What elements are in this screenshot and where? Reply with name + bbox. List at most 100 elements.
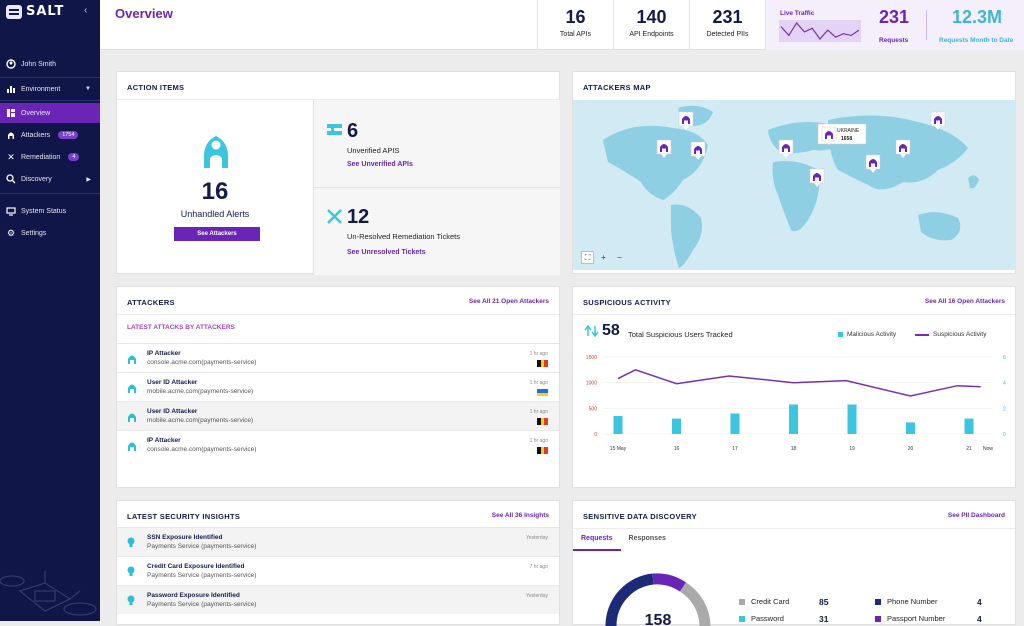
sidebar-item-attackers[interactable]: Attackers 1754 bbox=[0, 125, 100, 145]
insight-row[interactable]: Password Exposure Identified Payments Ser… bbox=[117, 585, 559, 614]
card-title: SENSITIVE DATA DISCOVERY bbox=[583, 512, 697, 521]
malicious-activity-bar[interactable] bbox=[672, 418, 681, 434]
sidebar-item-system-status[interactable]: System Status bbox=[0, 201, 100, 221]
malicious-activity-bar[interactable] bbox=[847, 404, 857, 434]
pii-donut-chart[interactable]: 158 bbox=[603, 571, 713, 626]
logo-text: SALT bbox=[26, 4, 65, 19]
legend-malicious: Malicious Activity bbox=[838, 331, 896, 338]
attacker-map-pin[interactable] bbox=[895, 139, 911, 158]
sidebar-item-label: Remediation bbox=[21, 153, 61, 161]
zoom-out-button[interactable]: − bbox=[617, 253, 622, 262]
sidebar-item-label: System Status bbox=[21, 207, 67, 215]
attacker-map-pin[interactable] bbox=[690, 141, 706, 160]
insight-time: Yesterday bbox=[525, 593, 548, 599]
insight-source: Payments Service (payments-service) bbox=[147, 543, 257, 550]
attacker-row[interactable]: User ID Attacker mobile.acme.com(payments… bbox=[117, 401, 559, 430]
search-icon bbox=[6, 174, 16, 184]
attacker-map-pin[interactable] bbox=[678, 111, 694, 130]
pii-label: Credit Card bbox=[751, 597, 790, 606]
sidebar-item-environment[interactable]: Environment ▼ bbox=[0, 79, 100, 99]
card-title: ATTACKERS bbox=[127, 298, 175, 307]
user-icon bbox=[6, 59, 16, 69]
attacker-source: console.acme.com(payments-service) bbox=[147, 359, 257, 366]
unhandled-alerts-label: Unhandled Alerts bbox=[180, 209, 250, 219]
insight-row[interactable]: Credit Card Exposure Identified Payments … bbox=[117, 556, 559, 585]
see-pii-dashboard-link[interactable]: See PII Dashboard bbox=[947, 512, 1005, 519]
attacker-source: mobile.acme.com(payments-service) bbox=[147, 417, 254, 424]
attacker-map-pin[interactable] bbox=[821, 126, 837, 145]
sensitive-data-card: SENSITIVE DATA DISCOVERY See PII Dashboa… bbox=[572, 500, 1016, 626]
tab-requests[interactable]: Requests bbox=[573, 529, 621, 551]
malicious-activity-bar[interactable] bbox=[906, 422, 915, 434]
legend-swatch bbox=[838, 332, 843, 337]
attacker-row[interactable]: IP Attacker console.acme.com(payments-ser… bbox=[117, 430, 559, 459]
world-map[interactable]: UKRAINE 1658 ⛶ + − bbox=[573, 100, 1016, 270]
attacker-map-pin[interactable] bbox=[778, 139, 794, 158]
security-insights-card: LATEST SECURITY INSIGHTS See All 36 Insi… bbox=[116, 500, 560, 625]
see-all-suspicious-link[interactable]: See All 16 Open Attackers bbox=[924, 298, 1005, 305]
malicious-activity-bar[interactable] bbox=[789, 404, 798, 434]
attacker-source: mobile.acme.com(payments-service) bbox=[147, 388, 254, 395]
suspicious-activity-line[interactable] bbox=[617, 368, 981, 397]
see-all-attackers-link[interactable]: See All 21 Open Attackers bbox=[468, 298, 549, 305]
insight-source: Payments Service (payments-service) bbox=[147, 572, 257, 579]
pii-value: 85 bbox=[819, 597, 829, 607]
sidebar-item-remediation[interactable]: ✕ Remediation 4 bbox=[0, 147, 100, 167]
attacker-row[interactable]: IP Attacker console.acme.com(payments-ser… bbox=[117, 343, 559, 372]
divider bbox=[0, 77, 100, 78]
requests-value: 231 bbox=[879, 7, 910, 27]
stat-total-apis[interactable]: 16 Total APIs bbox=[537, 0, 613, 50]
sidebar-item-overview[interactable]: Overview bbox=[0, 103, 100, 123]
unresolved-tickets-count: 12 bbox=[347, 206, 370, 228]
see-unresolved-tickets-link[interactable]: See Unresolved Tickets bbox=[347, 249, 426, 256]
malicious-activity-bar[interactable] bbox=[613, 416, 623, 434]
logo[interactable]: SALT bbox=[6, 4, 64, 19]
remediation-count-badge: 4 bbox=[68, 153, 80, 161]
see-attackers-button[interactable]: See Attackers bbox=[174, 227, 260, 241]
attacker-source: console.acme.com(payments-service) bbox=[147, 446, 257, 453]
see-unverified-apis-link[interactable]: See Unverified APIs bbox=[347, 161, 413, 168]
y-left-tick-label: 1000 bbox=[586, 381, 597, 387]
attacker-map-pin[interactable] bbox=[930, 111, 946, 130]
x-tick-label: 18 bbox=[791, 446, 797, 452]
attacker-map-pin[interactable] bbox=[809, 168, 825, 187]
y-left-tick-label: 0 bbox=[594, 432, 597, 438]
fullscreen-button[interactable]: ⛶ bbox=[581, 251, 594, 264]
top-bar: Overview 16 Total APIs 140 API Endpoints… bbox=[100, 0, 1024, 50]
attacker-type: IP Attacker bbox=[147, 350, 181, 357]
x-tick-label: 15 May bbox=[610, 446, 627, 452]
flag-belgium-icon bbox=[537, 447, 549, 454]
suspicious-users-label: Total Suspicious Users Tracked bbox=[628, 330, 733, 339]
attacker-icon bbox=[127, 382, 137, 396]
world-map-graphic: UKRAINE 1658 bbox=[603, 105, 979, 268]
malicious-activity-bar[interactable] bbox=[730, 413, 740, 434]
stat-api-endpoints[interactable]: 140 API Endpoints bbox=[613, 0, 689, 50]
collapse-sidebar-icon[interactable]: ‹ bbox=[84, 5, 88, 16]
pii-label: Phone Number bbox=[887, 597, 938, 606]
tab-responses[interactable]: Responses bbox=[628, 535, 666, 542]
unverified-apis-label: Unverified APIS bbox=[347, 146, 400, 155]
card-title: LATEST SECURITY INSIGHTS bbox=[127, 512, 241, 521]
zoom-in-button[interactable]: + bbox=[601, 253, 606, 262]
sidebar-item-settings[interactable]: ⚙ Settings bbox=[0, 223, 100, 243]
user-profile[interactable]: John Smith bbox=[0, 54, 100, 74]
swatch bbox=[739, 598, 745, 605]
attacker-map-pin[interactable] bbox=[865, 154, 881, 173]
attacker-row[interactable]: User ID Attacker mobile.acme.com(payments… bbox=[117, 372, 559, 401]
stat-detected-piis[interactable]: 231 Detected PIIs bbox=[689, 0, 765, 50]
insight-time: Yesterday bbox=[525, 535, 548, 541]
attacker-map-pin[interactable] bbox=[656, 139, 672, 158]
divider bbox=[314, 187, 560, 188]
pii-item-passport-number: Passport Number bbox=[875, 614, 945, 623]
attacker-type: User ID Attacker bbox=[147, 379, 198, 386]
insight-row[interactable]: SSN Exposure Identified Payments Service … bbox=[117, 527, 559, 556]
card-title: SUSPICIOUS ACTIVITY bbox=[583, 298, 671, 307]
insight-title: Password Exposure Identified bbox=[147, 592, 240, 599]
malicious-activity-bar[interactable] bbox=[964, 418, 974, 434]
see-all-insights-link[interactable]: See All 36 Insights bbox=[491, 512, 549, 519]
latest-attacks-subtitle: LATEST ATTACKS BY ATTACKERS bbox=[127, 324, 235, 331]
lightbulb-icon bbox=[127, 566, 135, 580]
sidebar-item-discovery[interactable]: Discovery ▶ bbox=[0, 169, 100, 189]
live-traffic-panel[interactable]: Live Traffic 231 Requests 12.3M Requests… bbox=[765, 0, 1024, 50]
